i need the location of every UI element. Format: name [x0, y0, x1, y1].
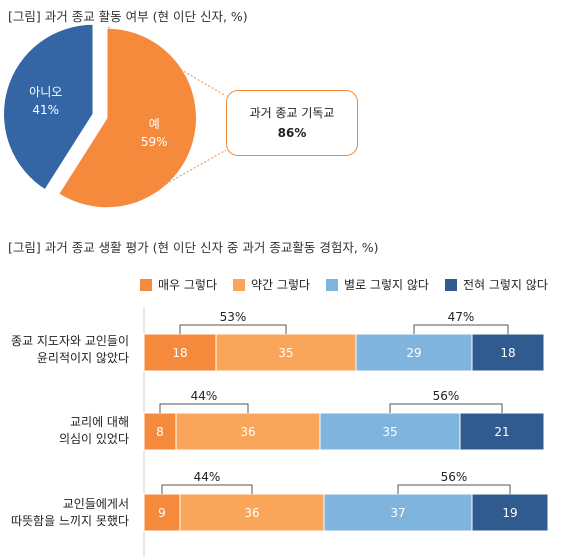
- pie-slice-value: 41%: [32, 103, 59, 117]
- legend-swatch: [444, 278, 457, 291]
- legend-swatch: [140, 278, 152, 291]
- bar-value-label: 35: [278, 346, 293, 360]
- bar-segment: [175, 412, 321, 451]
- positive-total-label: 44%: [194, 470, 221, 484]
- callout-label: 과거 종교 기독교: [249, 106, 335, 120]
- pie-slice-value: 59%: [141, 135, 168, 149]
- positive-total-label: 44%: [191, 389, 218, 403]
- pie-chart-title: [그림] 과거 종교 활동 여부 (현 이단 신자, %): [8, 9, 248, 24]
- legend-swatch: [233, 278, 246, 291]
- legend-label: 별로 그렇지 않다: [344, 278, 429, 292]
- group-bracket: [397, 484, 511, 494]
- group-bracket: [413, 324, 509, 334]
- bar-value-label: 35: [382, 425, 397, 439]
- bar-segment: [323, 493, 473, 532]
- bar-value-label: 18: [172, 346, 187, 360]
- bar-segment: [355, 333, 473, 372]
- bar-value-label: 29: [406, 346, 421, 360]
- bar-segment: [319, 412, 461, 451]
- callout-box: 과거 종교 기독교 86%: [226, 90, 358, 156]
- bar-value-label: 21: [494, 425, 509, 439]
- bar-segment: [471, 493, 549, 532]
- bar-chart-title: [그림] 과거 종교 생활 평가 (현 이단 신자 중 과거 종교활동 경험자,…: [8, 240, 379, 255]
- pie-slice: [2, 23, 95, 192]
- legend-label: 전혀 그렇지 않다: [462, 278, 548, 292]
- bar-segment: [179, 493, 325, 532]
- legend-item: 별로 그렇지 않다: [326, 276, 429, 293]
- bar-value-label: 36: [244, 506, 259, 520]
- group-bracket: [161, 484, 253, 494]
- legend-label: 약간 그렇다: [251, 278, 311, 292]
- pie-slice-label: 아니오: [29, 85, 62, 99]
- legend-swatch: [326, 278, 339, 291]
- bar-value-label: 19: [502, 506, 517, 520]
- negative-total-label: 56%: [441, 470, 468, 484]
- category-label: 교인들에게서 따뜻함을 느끼지 못했다: [10, 497, 129, 528]
- legend-label: 매우 그렇다: [158, 278, 218, 292]
- legend-item: 약간 그렇다: [233, 276, 310, 293]
- callout-connector: [107, 26, 227, 97]
- pie-slice: [57, 27, 198, 209]
- bar-segment: [471, 333, 545, 372]
- category-label: 종교 지도자와 교인들이 윤리적이지 않았다: [10, 334, 129, 365]
- legend-item: 전혀 그렇지 않다: [444, 276, 548, 293]
- bar-value-label: 8: [156, 425, 164, 439]
- group-bracket: [179, 324, 287, 334]
- positive-total-label: 53%: [220, 310, 247, 324]
- negative-total-label: 56%: [433, 389, 460, 403]
- pie-slice-label: 예: [149, 117, 160, 131]
- legend: 매우 그렇다 약간 그렇다 별로 그렇지 않다 전혀 그렇지 않다: [140, 276, 548, 293]
- category-label: 교리에 대해 의심이 있었다: [58, 415, 129, 446]
- group-bracket: [159, 403, 249, 413]
- bar-value-label: 9: [158, 506, 166, 520]
- bar-value-label: 37: [390, 506, 405, 520]
- group-bracket: [389, 403, 503, 413]
- negative-total-label: 47%: [448, 310, 475, 324]
- callout-value: 86%: [277, 126, 307, 140]
- bar-value-label: 18: [500, 346, 515, 360]
- bar-value-label: 36: [240, 425, 255, 439]
- legend-item: 매우 그렇다: [140, 276, 217, 293]
- bar-segment: [459, 412, 545, 451]
